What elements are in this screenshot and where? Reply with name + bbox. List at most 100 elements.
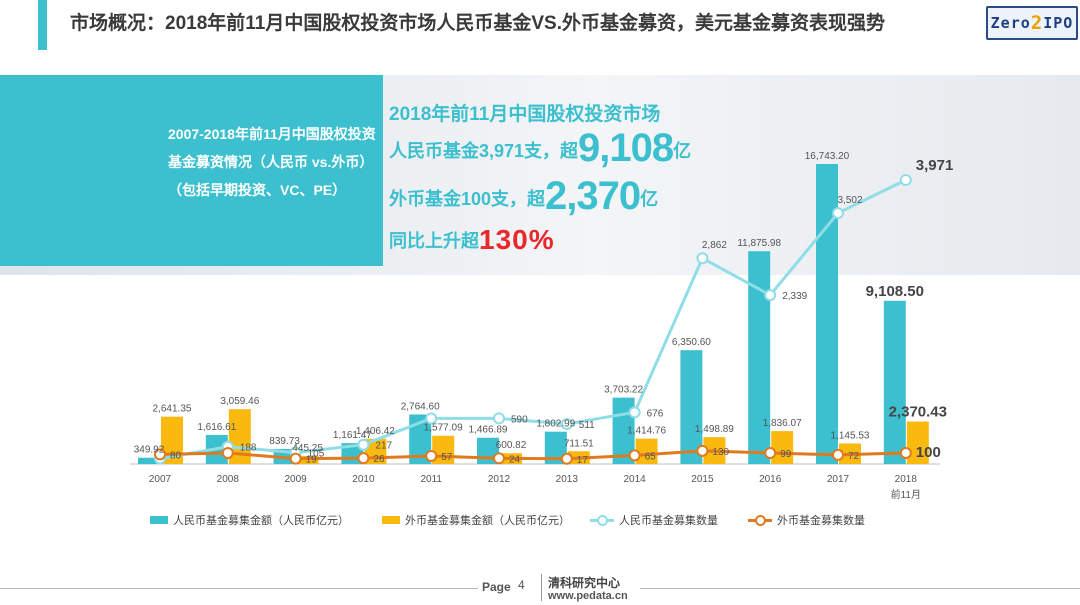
x-tick-label-2014: 2014 <box>623 474 646 485</box>
bar-rmb-amount-2007 <box>138 457 160 464</box>
data-label-rmb-amount-2012: 1,466.89 <box>469 425 508 436</box>
x-tick-sublabel-2018: 前11月 <box>891 488 921 501</box>
x-tick-label-2016: 2016 <box>759 474 782 485</box>
x-tick-label-2012: 2012 <box>488 474 511 485</box>
point-rmb-count-2017 <box>832 207 844 220</box>
fx-summary-suffix: 亿 <box>640 189 659 209</box>
legend-label-fx-amount: 外币基金募集金额（人民币亿元） <box>405 515 570 527</box>
data-label-rmb-amount-2008: 1,616.61 <box>197 422 236 433</box>
data-label-rmb-amount-2011: 2,764.60 <box>401 401 440 412</box>
data-label-fx-amount-2017: 1,145.53 <box>831 430 870 441</box>
data-label-rmb-count-2015: 2,862 <box>702 240 727 251</box>
data-label-fx-amount-2012: 600.82 <box>496 440 527 451</box>
data-label-fx-amount-2013: 711.51 <box>564 438 594 449</box>
legend-label-rmb-amount: 人民币基金募集金额（人民币亿元） <box>173 515 349 527</box>
legend-swatch-fx-amount <box>382 516 400 524</box>
bar-rmb-amount-2013 <box>544 431 567 464</box>
bar-fx-amount-2014 <box>635 438 658 464</box>
logo-text-zero: Zero <box>990 14 1031 32</box>
data-label-fx-amount-2016: 1,836.07 <box>763 418 802 429</box>
footer-page-label: Page <box>482 580 511 594</box>
legend-swatch-fx-count <box>748 514 772 526</box>
logo-text-two: 2 <box>1030 12 1044 34</box>
footer-org: 清科研究中心 <box>548 576 621 590</box>
data-label-fx-count-2014: 65 <box>645 451 657 462</box>
point-fx-count-2018 <box>899 446 912 459</box>
data-label-rmb-count-2016: 2,339 <box>782 291 807 302</box>
point-rmb-count-2016 <box>764 289 777 302</box>
data-label-rmb-count-2018: 3,971 <box>916 157 954 174</box>
point-fx-count-2017 <box>832 448 844 461</box>
bar-fx-amount-2008 <box>228 409 251 464</box>
data-label-fx-amount-2008: 3,059.46 <box>220 396 259 407</box>
title-accent-bar <box>38 0 47 50</box>
x-tick-label-2013: 2013 <box>556 474 579 485</box>
legend-rmb-amount: 人民币基金募集金额（人民币亿元） <box>150 512 349 528</box>
bar-rmb-amount-2017 <box>816 164 838 464</box>
data-label-rmb-amount-2010: 1,161.47 <box>333 430 372 441</box>
legend-fx-count: 外币基金募集数量 <box>748 512 865 528</box>
fx-summary-prefix: 外币基金100支，超 <box>389 189 546 209</box>
point-rmb-count-2014 <box>628 406 641 419</box>
legend-label-fx-count: 外币基金募集数量 <box>777 515 865 527</box>
data-label-rmb-count-2017: 3,502 <box>837 195 862 206</box>
rmb-summary-prefix: 人民币基金3,971支，超 <box>389 141 579 161</box>
point-fx-count-2014 <box>628 449 641 462</box>
chart-description: 2007-2018年前11月中国股权投资基金募资情况（人民币 vs.外币）（包括… <box>168 126 376 198</box>
data-label-fx-count-2017: 72 <box>848 451 860 462</box>
data-label-rmb-count-2008: 188 <box>240 443 257 454</box>
rmb-summary: 人民币基金3,971支，超9,108亿 <box>389 126 691 171</box>
data-label-rmb-amount-2013: 1,802.99 <box>536 419 575 430</box>
data-label-fx-amount-2007: 2,641.35 <box>153 404 192 415</box>
bar-rmb-amount-2015 <box>680 350 703 464</box>
data-label-rmb-amount-2009: 839.73 <box>269 436 300 447</box>
banner-teal-box <box>0 75 383 266</box>
point-fx-count-2013 <box>560 452 573 465</box>
data-label-fx-count-2010: 26 <box>373 454 385 465</box>
point-fx-count-2012 <box>493 452 505 465</box>
data-label-fx-amount-2010: 1,406.42 <box>356 426 395 437</box>
data-label-fx-count-2011: 57 <box>441 452 453 463</box>
chart-legend: 人民币基金募集金额（人民币亿元） 外币基金募集金额（人民币亿元） 人民币基金募集… <box>150 512 930 532</box>
x-tick-label-2009: 2009 <box>284 474 307 485</box>
data-label-rmb-amount-2015: 6,350.60 <box>672 337 711 348</box>
legend-fx-amount: 外币基金募集金额（人民币亿元） <box>382 512 570 528</box>
data-label-fx-count-2013: 17 <box>577 455 589 466</box>
data-label-rmb-amount-2007: 349.92 <box>134 445 165 456</box>
bar-rmb-amount-2011 <box>409 414 432 464</box>
x-tick-label-2011: 2011 <box>420 474 442 485</box>
bar-fx-amount-2007 <box>161 416 183 464</box>
point-rmb-count-2015 <box>696 252 709 265</box>
data-label-fx-count-2015: 130 <box>712 447 729 458</box>
page-title: 市场概况：2018年前11月中国股权投资市场人民币基金VS.外币基金募资，美元基… <box>70 13 885 34</box>
data-label-fx-amount-2009: 445.25 <box>292 443 323 454</box>
data-label-fx-count-2016: 99 <box>780 449 792 460</box>
zero2ipo-logo: Zero 2 IPO <box>986 6 1078 40</box>
data-label-rmb-count-2014: 676 <box>647 408 664 419</box>
point-rmb-count-2018 <box>899 174 912 186</box>
logo-text-ipo: IPO <box>1043 14 1074 32</box>
data-label-rmb-amount-2014: 3,703.22 <box>604 385 643 396</box>
fx-amount: 2,370 <box>545 174 641 218</box>
data-label-fx-count-2012: 24 <box>509 454 521 465</box>
line-rmb-count <box>159 178 907 461</box>
point-rmb-count-2012 <box>493 412 505 425</box>
data-label-fx-amount-2018: 2,370.43 <box>889 404 947 421</box>
legend-swatch-rmb-count <box>590 514 614 526</box>
point-fx-count-2007 <box>154 448 166 461</box>
point-fx-count-2010 <box>357 452 370 465</box>
data-label-rmb-count-2013: 511 <box>579 420 595 431</box>
point-rmb-count-2013 <box>560 417 573 430</box>
x-tick-label-2008: 2008 <box>217 474 240 485</box>
data-label-rmb-amount-2017: 16,743.20 <box>805 151 850 162</box>
legend-rmb-count: 人民币基金募集数量 <box>590 512 718 528</box>
bar-rmb-amount-2018 <box>883 300 906 464</box>
point-rmb-count-2011 <box>425 412 438 425</box>
data-label-rmb-count-2010: 217 <box>375 441 392 452</box>
headline: 2018年前11月中国股权投资市场 <box>389 104 661 125</box>
point-fx-count-2008 <box>221 446 234 459</box>
data-label-rmb-amount-2018: 9,108.50 <box>866 283 924 300</box>
point-rmb-count-2010 <box>357 438 370 451</box>
fx-summary: 外币基金100支，超2,370亿 <box>389 174 658 219</box>
